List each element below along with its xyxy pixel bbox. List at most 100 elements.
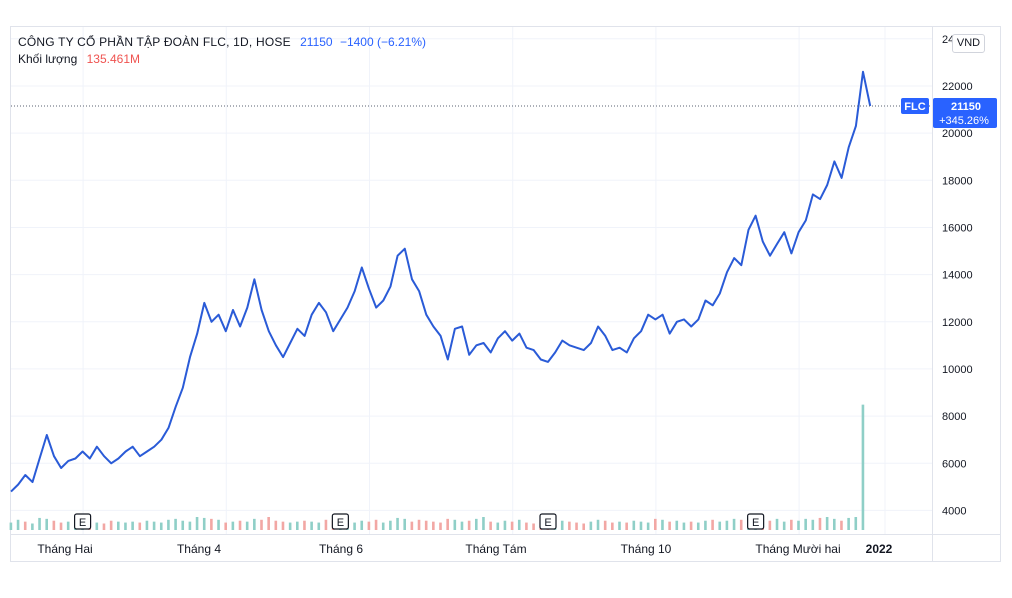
volume-bar: [611, 522, 614, 530]
y-tick-label: 6000: [942, 458, 966, 470]
volume-bar: [432, 521, 435, 530]
volume-bar: [195, 517, 199, 530]
volume-bar: [267, 517, 270, 530]
currency-button[interactable]: VND: [952, 34, 985, 53]
volume-bar: [790, 519, 793, 530]
y-tick-label: 4000: [942, 505, 966, 517]
volume-bar: [23, 521, 27, 530]
volume-bar: [124, 522, 127, 530]
volume-value: 135.461M: [86, 52, 140, 66]
x-tick-label: 2022: [866, 542, 893, 556]
y-tick-label: 14000: [942, 270, 973, 282]
volume-bar: [568, 521, 571, 530]
volume-bar: [281, 521, 285, 530]
volume-bar: [95, 522, 99, 530]
volume-bar: [217, 519, 220, 530]
price-tag-value: 21150: [951, 101, 981, 113]
volume-bar: [460, 521, 464, 530]
earnings-marker-label: E: [337, 517, 344, 529]
y-tick-label: 18000: [942, 175, 973, 187]
volume-bar: [718, 521, 722, 530]
volume-bar: [374, 519, 378, 530]
volume-bar: [467, 520, 471, 530]
volume-bar: [138, 522, 142, 530]
volume-bar: [725, 520, 729, 530]
volume-bar: [224, 522, 227, 530]
x-tick-label: Tháng Tám: [465, 542, 526, 556]
volume-bar: [31, 523, 34, 530]
volume-bar: [603, 520, 607, 530]
volume-bar: [446, 518, 449, 530]
volume-bar: [510, 521, 514, 530]
volume-bar: [260, 519, 263, 530]
volume-bar: [503, 520, 507, 530]
volume-bar: [589, 521, 593, 530]
volume-bar: [840, 520, 843, 530]
earnings-marker-label: E: [79, 517, 86, 529]
earnings-marker-box: [331, 513, 349, 530]
volume-bar: [403, 518, 406, 530]
volume-bar: [274, 520, 278, 530]
volume-bar: [167, 519, 170, 530]
last-value: 21150: [300, 35, 333, 49]
volume-bar: [825, 517, 829, 530]
volume-bar: [782, 521, 786, 530]
chart-legend: CÔNG TY CỔ PHẦN TẬP ĐOÀN FLC, 1D, HOSE 2…: [18, 34, 426, 68]
volume-bar: [525, 522, 528, 530]
earnings-marker-label: E: [752, 517, 759, 529]
volume-bar: [396, 517, 399, 530]
earnings-marker-box: [747, 513, 765, 530]
price-change: −1400 (−6.21%): [339, 35, 427, 49]
volume-bar: [245, 521, 249, 530]
volume-bar: [711, 519, 714, 530]
volume-bar: [410, 521, 414, 530]
y-tick-label: 8000: [942, 411, 966, 423]
volume-bar: [109, 520, 113, 530]
x-tick-label: Tháng 10: [621, 542, 672, 556]
volume-bar: [210, 518, 213, 530]
volume-bar: [174, 518, 177, 530]
volume-bar: [482, 517, 485, 530]
volume-bar: [532, 523, 535, 530]
price-tag-bg: [933, 97, 997, 128]
price-tag-change: +345.26%: [939, 115, 989, 127]
volume-bar: [353, 522, 356, 530]
volume-bar: [424, 520, 428, 530]
volume-bar: [417, 519, 421, 530]
volume-bar: [181, 520, 185, 530]
earnings-marker-label: E: [544, 517, 551, 529]
volume-bar: [582, 523, 585, 530]
volume-bar: [439, 522, 442, 530]
volume-bar: [646, 522, 650, 530]
volume-bar: [682, 522, 686, 530]
volume-bar: [367, 521, 371, 530]
volume-bar: [811, 519, 815, 530]
volume-bar: [833, 518, 836, 530]
volume-bar: [639, 521, 643, 530]
volume-bar: [303, 520, 306, 530]
y-tick-label: 10000: [942, 364, 973, 376]
volume-bar: [288, 522, 292, 530]
volume-bar: [159, 522, 163, 530]
volume-bar: [675, 520, 679, 530]
volume-bar: [202, 517, 206, 530]
volume-bar: [389, 520, 392, 530]
volume-bar: [668, 521, 671, 530]
volume-label: Khối lượng: [18, 52, 78, 66]
volume-bar: [661, 519, 664, 530]
x-tick-label: Tháng Mười hai: [755, 542, 840, 556]
volume-bar: [381, 522, 385, 530]
volume-bar: [152, 521, 156, 530]
volume-bar: [854, 517, 858, 530]
volume-bar: [818, 517, 822, 530]
y-tick-label: 16000: [942, 222, 973, 234]
volume-bar: [496, 522, 500, 530]
volume-bar: [704, 520, 707, 530]
volume-bar: [324, 519, 328, 530]
volume-bar: [489, 521, 492, 530]
volume-bar: [310, 521, 313, 530]
volume-bar: [575, 522, 578, 530]
volume-bar: [475, 518, 478, 530]
volume-bar: [696, 522, 700, 530]
